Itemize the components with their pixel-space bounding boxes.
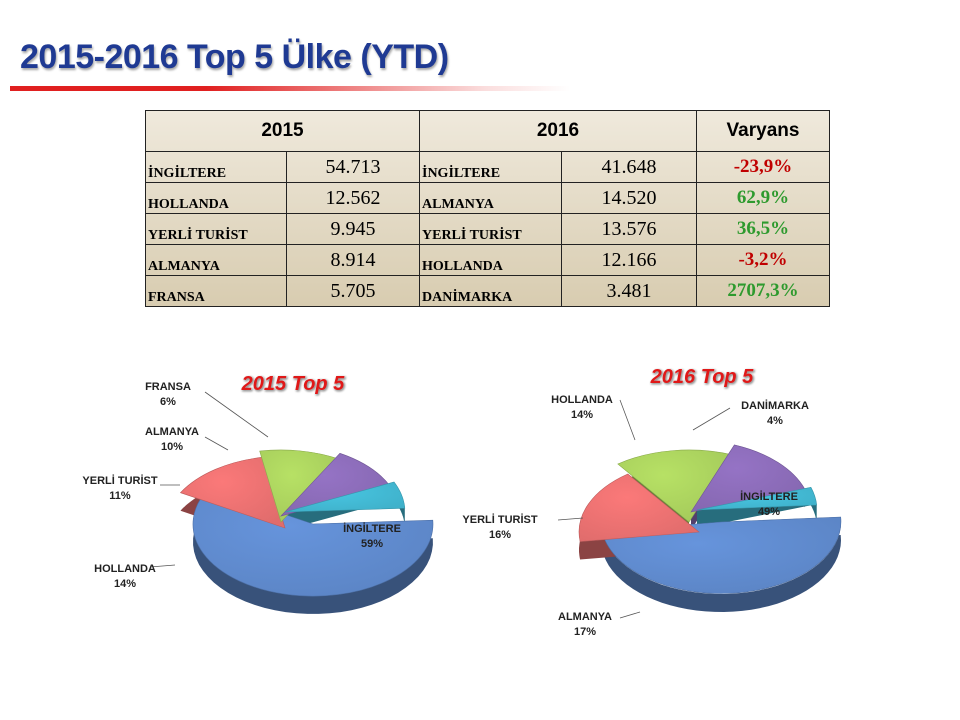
variance-value: 2707,3% [696,275,830,307]
header-2015: 2015 [145,110,420,152]
value-2016: 12.166 [561,244,697,276]
pie-slice [179,456,286,529]
page-title: 2015-2016 Top 5 Ülke (YTD) [20,38,449,76]
pie-label: FRANSA [145,381,191,393]
pie-label: İNGİLTERE [343,522,401,535]
value-2015: 9.945 [286,213,420,245]
pie-label: HOLLANDA [551,394,613,406]
comparison-table: 2015 2016 Varyans İNGİLTERE 54.713 İNGİL… [145,110,830,307]
country-2015: FRANSA [145,275,287,307]
pie-percent: 4% [767,415,783,427]
pie-slice [617,449,733,523]
value-2016: 3.481 [561,275,697,307]
header-2016: 2016 [419,110,697,152]
pie-percent: 16% [489,529,511,541]
country-2015: YERLİ TURİST [145,213,287,245]
value-2016: 14.520 [561,182,697,214]
pie-percent: 6% [160,396,176,408]
country-2016: İNGİLTERE [419,151,562,183]
pie-chart-2016: İNGİLTERE 49% ALMANYA 17% YERLİ TURİST 16% HOL… [462,366,842,638]
pie-percent: 14% [114,578,136,590]
country-2015: İNGİLTERE [145,151,287,183]
leader-line [149,564,176,568]
pie-chart-title: 2015 Top 5 [241,373,346,395]
table-row: İNGİLTERE 54.713 İNGİLTERE 41.648 -23,9% [145,151,830,183]
country-2016: HOLLANDA [419,244,562,276]
leader-line [204,391,269,438]
variance-value: 62,9% [696,182,830,214]
pie-chart-title: 2016 Top 5 [650,366,755,388]
leader-line [619,611,641,619]
variance-value: -3,2% [696,244,830,276]
pie-percent: 10% [161,441,183,453]
pie-label: YERLİ TURİST [82,474,157,487]
leader-line [619,399,636,441]
pie-slice [284,481,406,513]
pie-slice [601,516,842,594]
table-row: FRANSA 5.705 DANİMARKA 3.481 2707,3% [145,275,830,307]
country-2016: ALMANYA [419,182,562,214]
leader-line [557,517,584,521]
variance-value: 36,5% [696,213,830,245]
table-row: ALMANYA 8.914 HOLLANDA 12.166 -3,2% [145,244,830,276]
country-2016: DANİMARKA [419,275,562,307]
pie-slice-side [602,517,841,612]
country-2015: HOLLANDA [145,182,287,214]
country-2016: YERLİ TURİST [419,213,562,245]
leader-line [204,436,229,451]
pie-percent: 17% [574,626,596,638]
pie-slice [578,473,700,542]
pie-label: ALMANYA [558,611,612,623]
pie-label: HOLLANDA [94,563,156,575]
value-2015: 54.713 [286,151,420,183]
pie-percent: 59% [361,538,383,550]
value-2016: 41.648 [561,151,697,183]
table-row: HOLLANDA 12.562 ALMANYA 14.520 62,9% [145,182,830,214]
pie-label: ALMANYA [145,426,199,438]
pie-percent: 14% [571,409,593,421]
pie-percent: 11% [109,490,131,502]
title-underline [10,86,570,91]
leader-line [692,407,731,431]
table-header-row: 2015 2016 Varyans [145,110,830,152]
header-variance: Varyans [696,110,830,152]
value-2015: 5.705 [286,275,420,307]
pie-slice [696,486,818,511]
variance-value: -23,9% [696,151,830,183]
pie-label: DANİMARKA [741,399,809,412]
pie-label: YERLİ TURİST [462,513,537,526]
pie-percent: 49% [758,506,780,518]
pie-label: İNGİLTERE [740,490,798,503]
pie-slice [690,444,806,513]
pie-chart-2015: İNGİLTERE 59% HOLLANDA 14% YERLİ TURİST 11% AL… [82,373,434,614]
